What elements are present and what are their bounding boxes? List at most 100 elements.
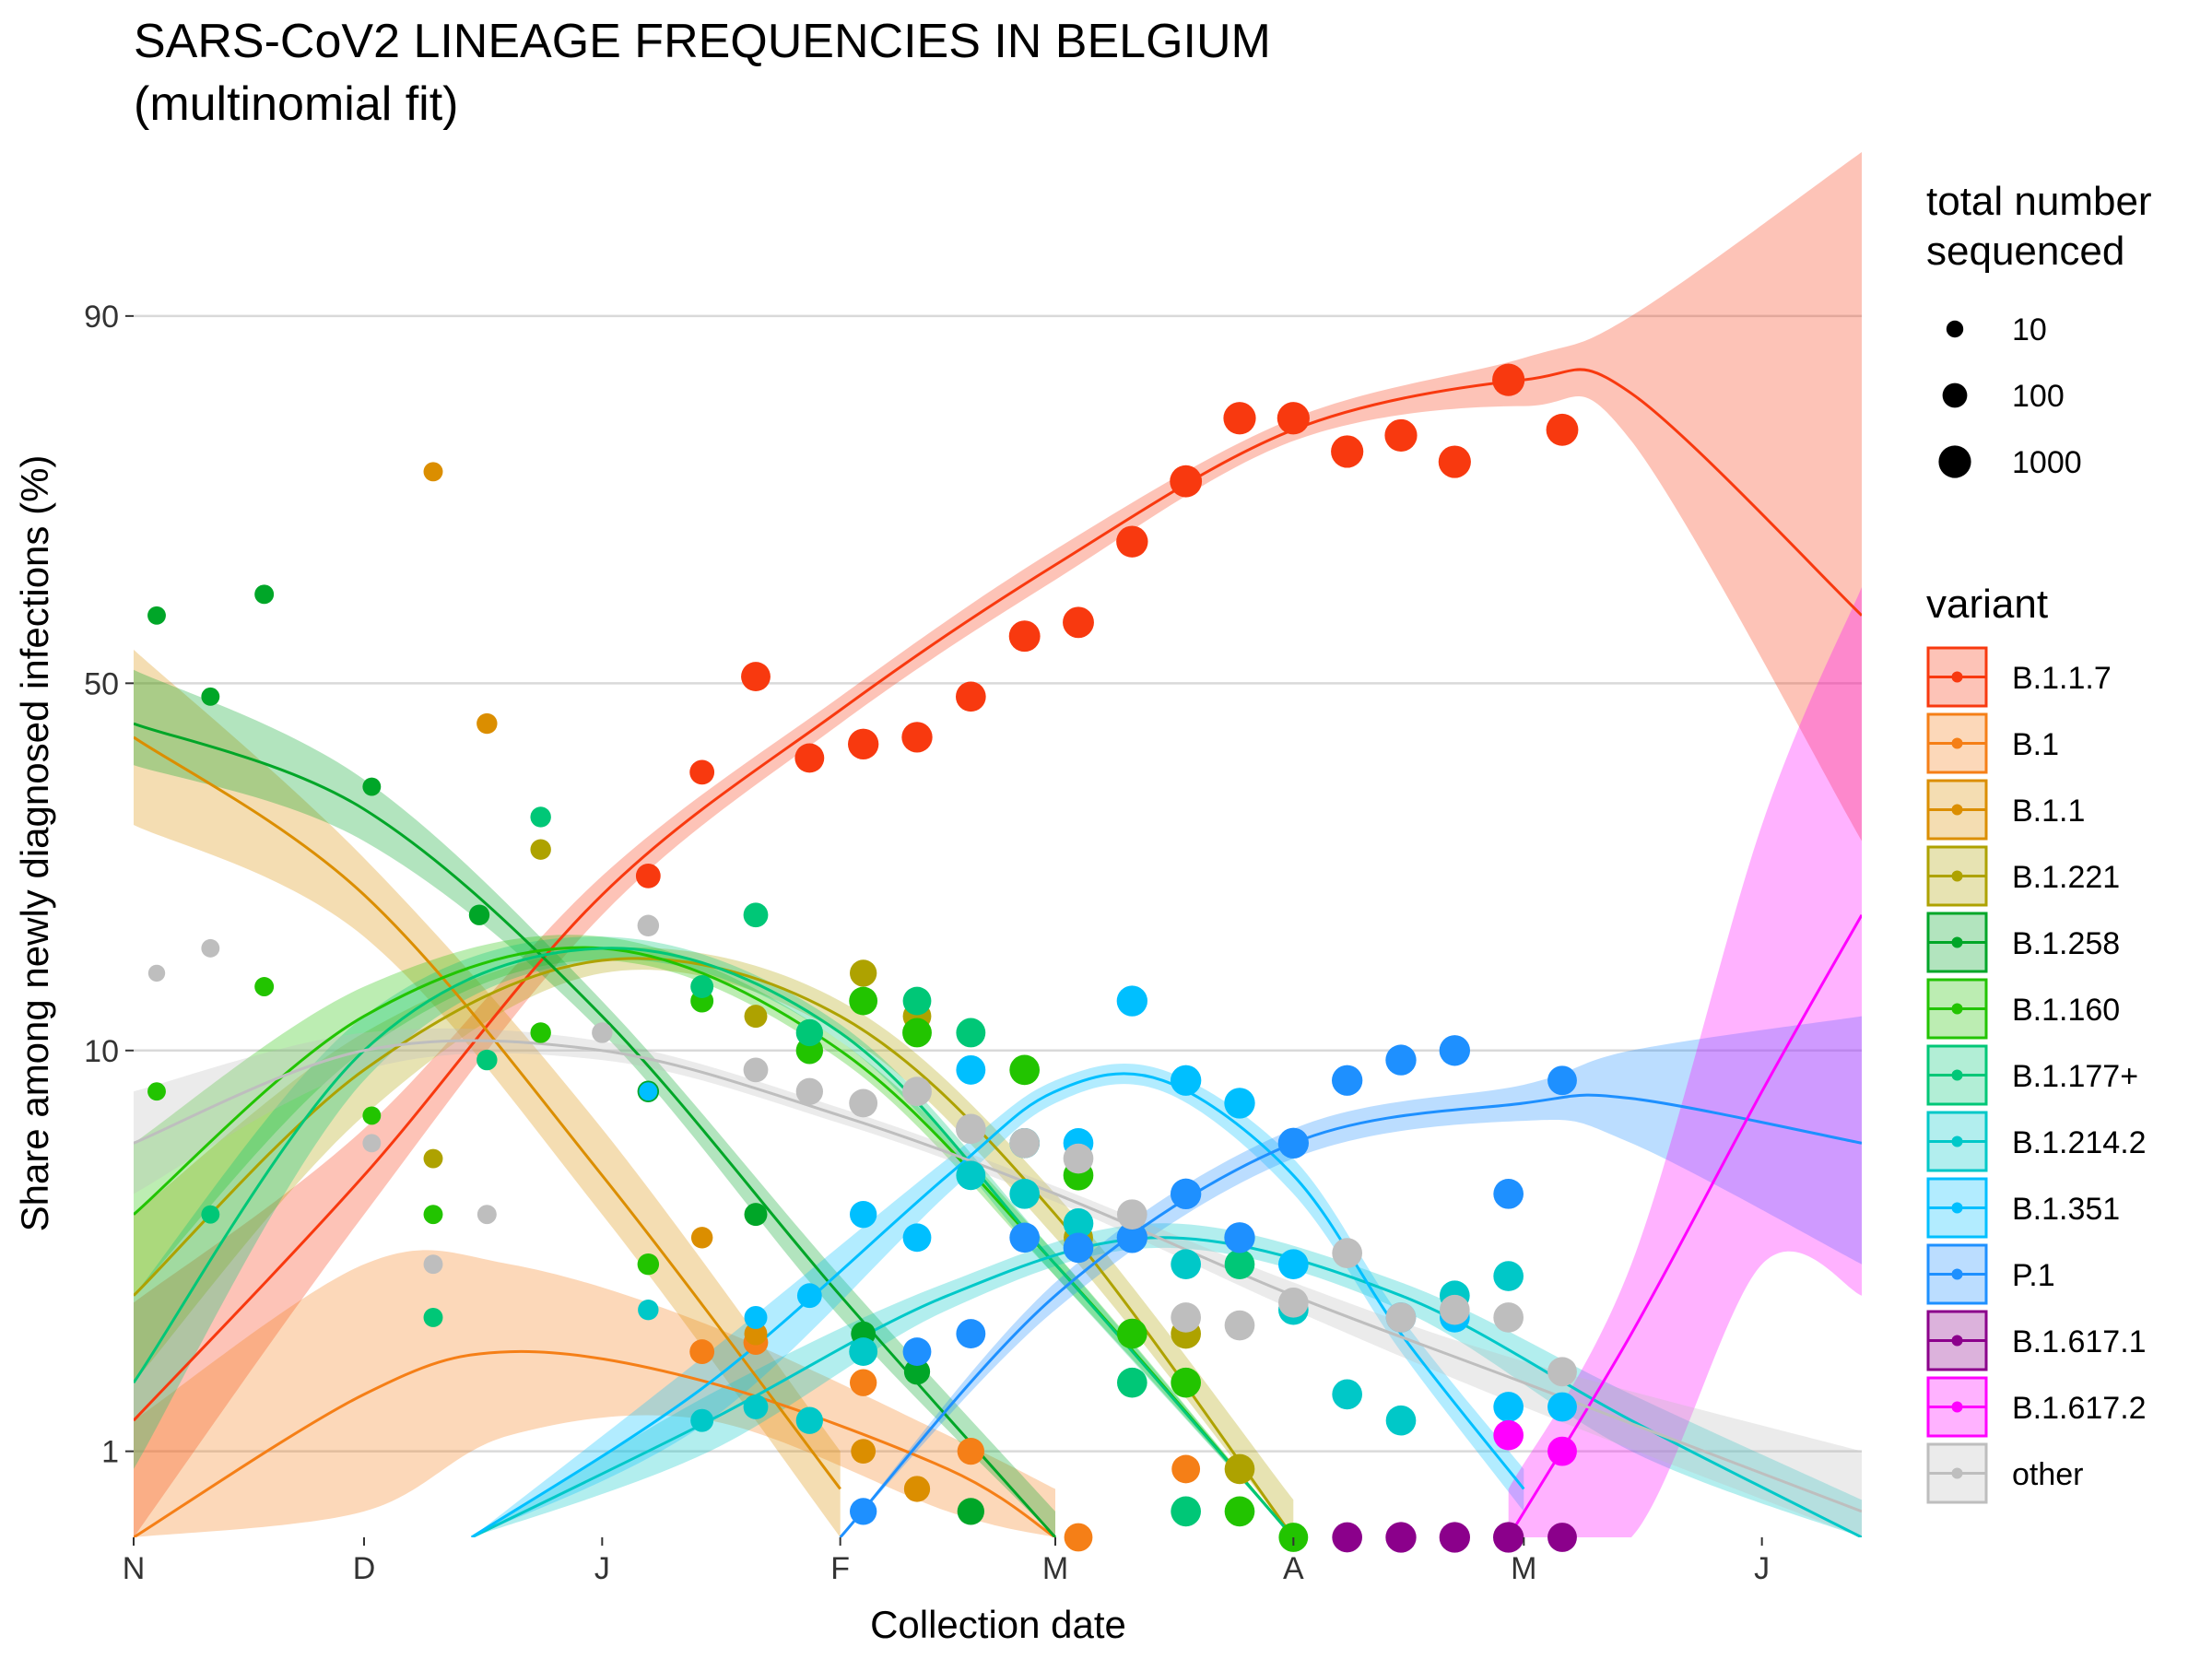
data-point-b-1-351 <box>1493 1392 1524 1422</box>
y-tick-label: 1 <box>101 1435 119 1470</box>
data-point-b-1-160 <box>362 1106 382 1125</box>
data-point-b-1 <box>957 1437 984 1465</box>
legend-key-point <box>1951 1268 1963 1280</box>
data-point-b-1-177- <box>1116 1367 1147 1398</box>
variant-legend-title: variant <box>1926 582 2048 627</box>
data-point-b-1-214-2 <box>1385 1405 1417 1436</box>
data-point-other <box>743 1057 769 1083</box>
data-point-b-1-1-7 <box>1384 418 1418 453</box>
x-tick-label: A <box>1283 1551 1304 1586</box>
data-point-b-1-1-7 <box>1063 606 1094 639</box>
x-tick-label: J <box>594 1551 610 1586</box>
ci-band-b-1-1 <box>134 649 841 1537</box>
data-point-b-1-160 <box>1171 1367 1202 1398</box>
y-tick-label: 10 <box>84 1034 119 1069</box>
size-legend-title: total number <box>1926 179 2152 224</box>
legend-label-p-1: P.1 <box>2012 1258 2055 1293</box>
data-point-b-1-177- <box>477 1049 498 1071</box>
data-point-b-1-214-2 <box>1171 1249 1202 1280</box>
ci-band-b-1-214-2 <box>471 1223 1862 1537</box>
ci-band-b-1 <box>134 1250 1055 1537</box>
data-point-b-1-258 <box>957 1498 984 1525</box>
data-point-p-1 <box>1116 1222 1148 1253</box>
data-point-b-1-351 <box>639 1082 658 1101</box>
data-point-b-1-617-1 <box>1332 1522 1363 1553</box>
data-point-b-1-1-7 <box>1546 413 1579 446</box>
legend-key-point <box>1951 1467 1963 1479</box>
data-point-b-1-1-7 <box>955 681 986 712</box>
ci-band-p-1 <box>840 1016 1862 1537</box>
data-point-b-1-351 <box>1116 985 1148 1017</box>
data-point-b-1-617-1 <box>1439 1522 1471 1553</box>
legend-key-point <box>1951 671 1963 683</box>
data-point-b-1-1 <box>423 462 443 482</box>
data-point-p-1 <box>1547 1065 1577 1096</box>
ci-band-b-1-1-7 <box>134 152 1862 1537</box>
x-tick-label: M <box>1511 1551 1536 1586</box>
data-point-b-1-617-2 <box>1493 1419 1524 1451</box>
fit-line-p-1 <box>839 1093 1862 1537</box>
x-tick-label: F <box>830 1551 850 1586</box>
legend-key-point <box>1951 1069 1963 1081</box>
data-point-b-1-214-2 <box>1009 1179 1041 1209</box>
data-point-b-1-351 <box>1547 1392 1577 1422</box>
size-legend-label: 10 <box>2012 312 2047 347</box>
data-point-b-1-258 <box>903 1359 931 1385</box>
fit-lines <box>134 368 1862 1537</box>
data-point-other <box>637 914 660 937</box>
y-tick-label: 90 <box>84 300 119 335</box>
data-point-b-1-160 <box>423 1205 443 1225</box>
data-point-b-1-1-7 <box>1492 363 1525 396</box>
data-point-b-1-160 <box>1224 1496 1255 1527</box>
legend-key-point <box>1951 1135 1963 1147</box>
data-point-other <box>423 1254 443 1275</box>
data-point-b-1-177- <box>423 1307 443 1327</box>
data-point-p-1 <box>1493 1179 1524 1209</box>
data-point-b-1-214-2 <box>956 1160 986 1191</box>
data-point-b-1-258 <box>362 777 382 796</box>
size-legend-key <box>1942 382 1968 408</box>
fit-line-b-1-221 <box>134 957 1295 1537</box>
legend-label-b-1-1: B.1.1 <box>2012 794 2085 829</box>
data-point-b-1-214-2 <box>849 1337 878 1366</box>
data-point-b-1-1-7 <box>901 722 933 753</box>
data-point-other <box>1332 1238 1363 1268</box>
data-point-b-1-160 <box>1116 1318 1147 1349</box>
data-point-b-1-177- <box>530 806 551 828</box>
ci-band-b-1-351 <box>471 1064 1524 1537</box>
data-point-other <box>1439 1294 1470 1325</box>
data-point-b-1-617-1 <box>1385 1522 1417 1553</box>
fit-line-b-1-177- <box>134 947 1295 1537</box>
size-legend-title: sequenced <box>1926 229 2124 274</box>
data-point-b-1-351 <box>1224 1088 1255 1119</box>
ci-band-b-1-258 <box>134 669 1055 1537</box>
data-point-other <box>795 1077 823 1105</box>
legend-label-b-1-177-: B.1.177+ <box>2012 1059 2138 1094</box>
fit-line-b-1-351 <box>470 1072 1525 1537</box>
data-point-other <box>1171 1302 1202 1333</box>
fit-line-b-1-1-7 <box>134 368 1862 1422</box>
fit-line-b-1 <box>134 1349 1056 1537</box>
data-point-other <box>477 1205 497 1225</box>
data-point-b-1-214-2 <box>743 1394 769 1419</box>
data-point-b-1-177- <box>1224 1249 1255 1280</box>
data-point-b-1 <box>1064 1523 1093 1552</box>
ci-band-other <box>134 1028 1862 1537</box>
data-point-p-1 <box>1009 1222 1041 1253</box>
data-point-b-1-258 <box>147 606 166 625</box>
ci-band-b-1-221 <box>134 947 1294 1537</box>
legend-label-b-1-617-2: B.1.617.2 <box>2012 1391 2147 1426</box>
legend-label-b-1-617-1: B.1.617.1 <box>2012 1324 2147 1359</box>
data-point-b-1-160 <box>530 1022 551 1043</box>
data-point-b-1-160 <box>1009 1054 1041 1086</box>
axes: 1 10 50 90 N D J F M A M J <box>84 300 1770 1586</box>
data-point-other <box>1009 1127 1041 1159</box>
data-point-b-1-214-2 <box>795 1406 823 1434</box>
data-point-b-1-221 <box>530 839 551 860</box>
data-point-b-1-177- <box>1171 1496 1202 1527</box>
data-point-b-1-258 <box>201 687 220 706</box>
size-legend-label: 100 <box>2012 379 2065 414</box>
data-point-b-1-160 <box>637 1253 660 1276</box>
data-point-other <box>362 1134 382 1153</box>
